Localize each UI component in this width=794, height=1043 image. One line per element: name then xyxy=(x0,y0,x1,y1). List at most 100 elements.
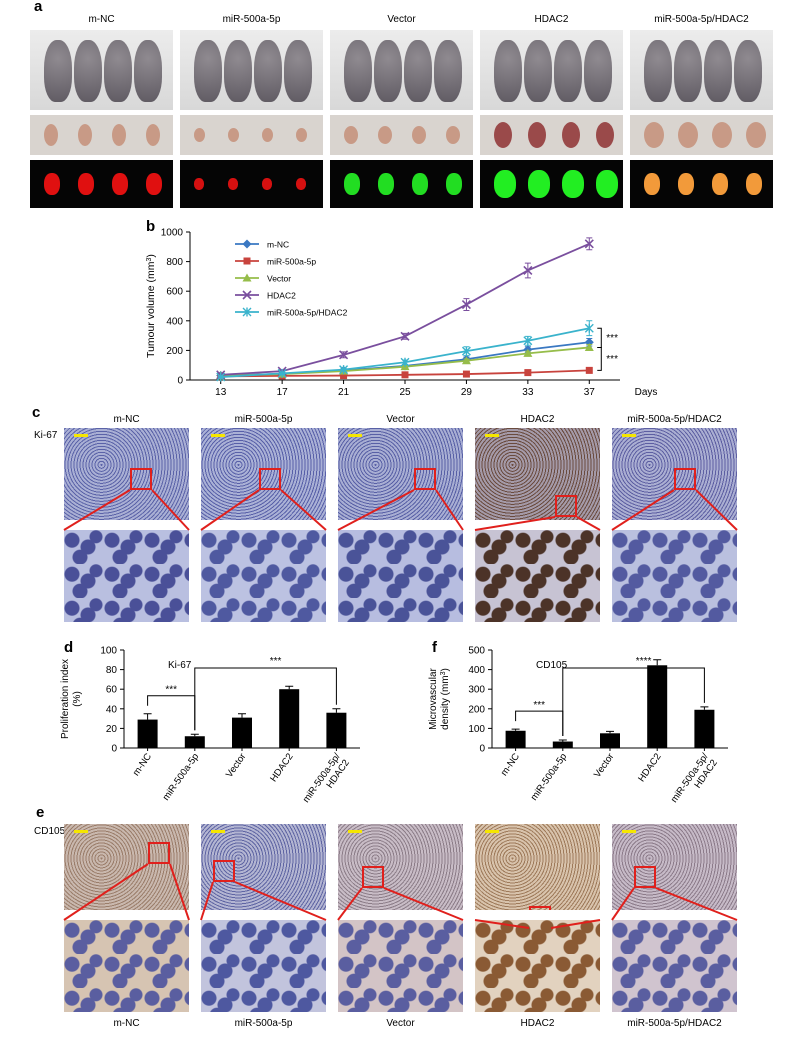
mouse-icon xyxy=(74,40,102,102)
ihc-image-zoom xyxy=(64,920,189,1012)
panel-letter-d: d xyxy=(64,639,74,656)
group-label-a: miR-500a-5p xyxy=(222,14,281,25)
legend-label: miR-500a-5p/HDAC2 xyxy=(267,308,348,318)
group-label-ihc: m-NC xyxy=(113,1018,140,1029)
error-bar xyxy=(285,685,294,690)
y-tick-label: 1000 xyxy=(161,228,184,239)
y-tick-label: 40 xyxy=(106,704,118,715)
group-label-ihc: miR-500a-5p xyxy=(234,414,293,425)
legend-label: Vector xyxy=(267,274,291,284)
tumour-icon xyxy=(146,124,160,146)
panel-e-stain-label: CD105 xyxy=(34,826,66,837)
tumour-icon xyxy=(644,122,664,148)
group-label-a: miR-500a-5p/HDAC2 xyxy=(654,14,749,25)
mouse-icon xyxy=(194,40,222,102)
x-tick-label: 25 xyxy=(399,387,411,398)
sig-label-lower: *** xyxy=(606,354,618,365)
mouse-icon xyxy=(374,40,402,102)
group-label-ihc: HDAC2 xyxy=(520,414,555,425)
tumour-icon xyxy=(296,128,307,142)
x-tick-label: 13 xyxy=(215,387,227,398)
error-bar xyxy=(700,706,709,710)
fluorescence-spot xyxy=(494,170,516,198)
bar xyxy=(184,736,205,748)
data-point xyxy=(339,350,349,360)
fluorescence-spot xyxy=(146,173,162,195)
data-point xyxy=(584,239,594,249)
fluorescence-photo xyxy=(30,160,173,208)
zoom-lines xyxy=(611,489,738,531)
zoom-lines xyxy=(337,887,464,921)
mouse-icon xyxy=(434,40,462,102)
group-label-ihc: miR-500a-5p/HDAC2 xyxy=(627,414,722,425)
data-point xyxy=(400,331,410,341)
legend-label: miR-500a-5p xyxy=(267,257,316,267)
zoom-lines xyxy=(200,881,327,921)
error-bar xyxy=(558,739,567,742)
data-point xyxy=(216,372,226,382)
fluorescence-spot xyxy=(262,178,272,190)
y-tick-label: 0 xyxy=(111,744,117,755)
mouse-icon xyxy=(734,40,762,102)
panel-letter-e: e xyxy=(36,804,45,821)
y-tick-label: 0 xyxy=(177,376,183,387)
data-point xyxy=(524,369,532,377)
y-axis-label: Microvasculardensity (mm3) xyxy=(428,667,451,729)
scale-bar xyxy=(485,434,499,437)
panel-letter-f: f xyxy=(432,639,437,656)
mouse-icon xyxy=(524,40,552,102)
sig-label-1: *** xyxy=(165,685,177,696)
zoom-box xyxy=(259,468,281,490)
data-point xyxy=(242,290,252,300)
ihc-image-zoom xyxy=(475,920,600,1012)
ihc-image-zoom xyxy=(338,530,463,622)
zoom-box xyxy=(555,495,577,517)
sig-bracket-2 xyxy=(562,667,705,736)
mouse-icon xyxy=(104,40,132,102)
data-point xyxy=(523,336,533,346)
mice-photo xyxy=(480,30,623,110)
series-4 xyxy=(216,320,594,382)
error-bar xyxy=(653,659,662,666)
tumour-icon xyxy=(494,122,512,148)
x-tick-label: HDAC2 xyxy=(268,751,295,784)
tumour-icon xyxy=(412,126,426,144)
x-tick-label: 29 xyxy=(461,387,473,398)
data-point xyxy=(242,307,252,317)
group-label-a: Vector xyxy=(387,14,416,25)
scale-bar xyxy=(622,830,636,833)
mouse-icon xyxy=(704,40,732,102)
fluorescence-spot xyxy=(194,178,204,190)
y-tick-label: 600 xyxy=(166,287,183,298)
data-point xyxy=(243,257,251,265)
tumour-icon xyxy=(712,122,732,148)
chart-microvascular-density: 0 100 200 300 400 500 Microvasculardensity (mm… xyxy=(428,646,728,805)
ihc-image-low xyxy=(475,428,600,520)
zoom-lines xyxy=(63,863,190,921)
mice-photo xyxy=(180,30,323,110)
y-tick-label: 800 xyxy=(166,257,183,268)
bar xyxy=(552,741,573,748)
x-tick-label: 33 xyxy=(522,387,534,398)
zoom-lines xyxy=(474,919,601,929)
sig-label-1: *** xyxy=(533,700,545,711)
mouse-icon xyxy=(254,40,282,102)
y-tick-label: 20 xyxy=(106,724,118,735)
mice-photo xyxy=(330,30,473,110)
ihc-image-low xyxy=(201,824,326,910)
tumour-icon xyxy=(112,124,126,146)
data-point xyxy=(523,265,533,276)
tumour-icon xyxy=(228,128,239,142)
group-label-a: m-NC xyxy=(88,14,115,25)
bar xyxy=(694,709,715,748)
data-point xyxy=(340,372,348,380)
x-tick-label: miR-500a-5p xyxy=(161,751,202,802)
ihc-image-low xyxy=(338,428,463,520)
y-tick-label: 200 xyxy=(468,704,485,715)
tumour-icon xyxy=(678,122,698,148)
zoom-lines xyxy=(63,489,190,531)
x-tick-label: m-NC xyxy=(131,751,154,778)
ihc-image-zoom xyxy=(201,920,326,1012)
y-tick-label: 500 xyxy=(468,646,485,657)
scale-bar xyxy=(211,434,225,437)
